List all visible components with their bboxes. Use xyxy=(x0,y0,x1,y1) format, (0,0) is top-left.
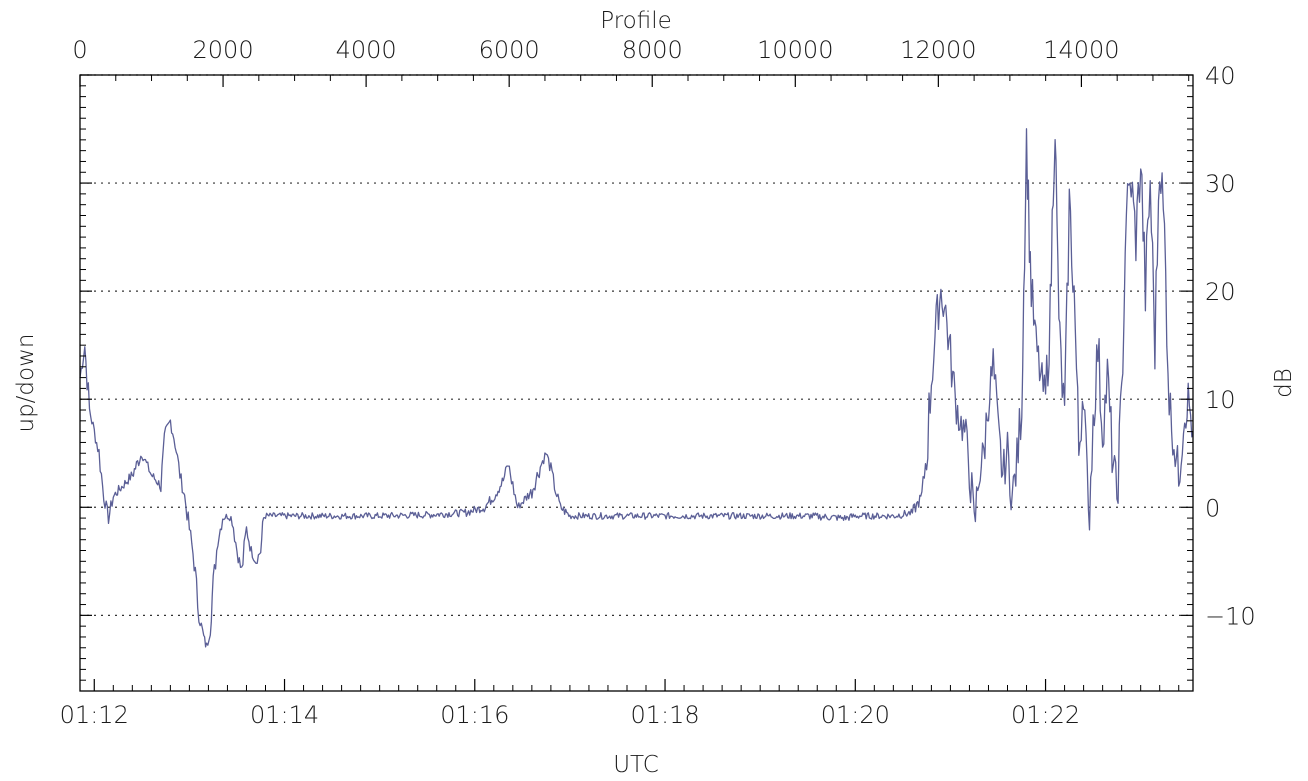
x-tick-label: 01:20 xyxy=(821,701,890,729)
x2-tick-label: 6000 xyxy=(479,36,540,64)
y-axis-title: up/down xyxy=(13,334,39,433)
x2-tick-label: 2000 xyxy=(193,36,254,64)
x2-tick-label: 10000 xyxy=(757,36,833,64)
x2-tick-label: 12000 xyxy=(900,36,976,64)
y2-axis-title: dB xyxy=(1271,368,1297,398)
x-tick-label: 01:22 xyxy=(1011,701,1080,729)
x2-tick-label: 14000 xyxy=(1043,36,1119,64)
plot-area xyxy=(79,128,1194,648)
tick-labels: −10 0 10 20 30 40 01:12 01:14 01:16 01:18 01:20 01:… xyxy=(60,36,1256,729)
plot-frame xyxy=(79,74,1194,692)
x-tick-label: 01:18 xyxy=(630,701,699,729)
y2-tick-label: 30 xyxy=(1205,170,1236,198)
y2-tick-label: −10 xyxy=(1205,602,1256,630)
x2-tick-label: 0 xyxy=(72,36,87,64)
ticks xyxy=(79,74,1193,692)
y2-tick-label: 10 xyxy=(1205,386,1236,414)
x2-axis-title: Profile xyxy=(600,8,672,34)
y2-tick-label: 0 xyxy=(1205,494,1220,522)
x2-tick-label: 4000 xyxy=(336,36,397,64)
y2-tick-label: 40 xyxy=(1205,62,1236,90)
x-tick-label: 01:12 xyxy=(60,701,129,729)
x-tick-label: 01:16 xyxy=(440,701,509,729)
x-axis-title: UTC xyxy=(613,752,659,778)
x-tick-label: 01:14 xyxy=(250,701,319,729)
series-line xyxy=(79,128,1194,648)
x2-tick-label: 8000 xyxy=(622,36,683,64)
y2-tick-label: 20 xyxy=(1205,278,1236,306)
